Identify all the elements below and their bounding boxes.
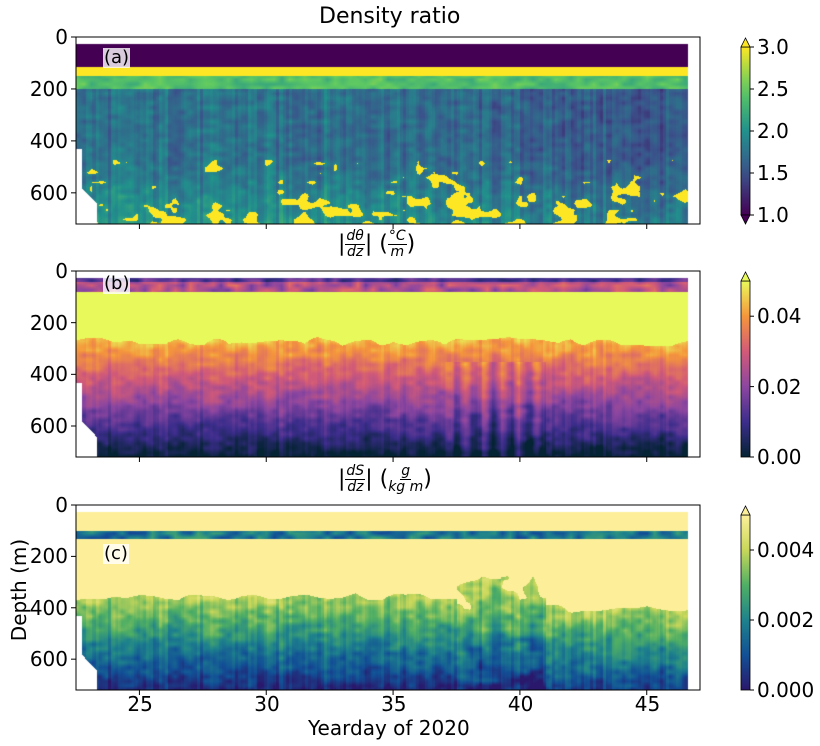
colorbar-extend-min bbox=[740, 214, 751, 225]
panel-c-title: | dS dz | (g kg m) bbox=[338, 464, 432, 495]
title-bar: | bbox=[338, 466, 346, 492]
heatmap-c bbox=[76, 505, 700, 690]
colorbar-tick-label: 2.5 bbox=[757, 77, 789, 101]
title-mid: | ( bbox=[365, 466, 389, 492]
unit-den: m bbox=[390, 244, 405, 260]
y-tick-label: 600 bbox=[29, 414, 68, 438]
y-tick-label: 400 bbox=[29, 128, 68, 153]
y-tick-label: 200 bbox=[29, 76, 68, 101]
colorbar-tick-label: 1.5 bbox=[757, 161, 789, 185]
y-tick-label: 0 bbox=[55, 25, 68, 49]
colorbar-tick-label: 0.02 bbox=[757, 374, 802, 399]
colorbar-tick-label: 1.0 bbox=[757, 203, 789, 227]
unit-den: kg m bbox=[388, 479, 424, 495]
x-tick-label: 35 bbox=[381, 692, 407, 716]
y-tick-label: 400 bbox=[29, 595, 68, 620]
unit-num: g bbox=[400, 463, 412, 480]
colorbar-extend-max bbox=[740, 505, 751, 516]
x-tick-label: 30 bbox=[254, 692, 280, 716]
panel-label-a: (a) bbox=[103, 47, 131, 68]
x-tick-label: 25 bbox=[127, 692, 153, 716]
plot-frame-b bbox=[75, 270, 701, 458]
title-num: dS bbox=[345, 463, 366, 480]
title-derivative: dS dz bbox=[345, 463, 366, 495]
title-mid: | ( bbox=[364, 231, 388, 257]
x-tick-label: 45 bbox=[634, 692, 661, 716]
title-den: dz bbox=[347, 479, 364, 495]
figure-title: Density ratio bbox=[319, 4, 461, 29]
title-suffix: ) bbox=[406, 231, 416, 257]
colorbar-c bbox=[740, 514, 751, 691]
y-tick-label: 0 bbox=[55, 259, 68, 283]
title-unit: g kg m bbox=[388, 464, 423, 495]
y-tick-label: 0 bbox=[55, 493, 68, 517]
colorbar-tick-label: 0.004 bbox=[757, 538, 815, 562]
unit-num: °C bbox=[387, 228, 407, 245]
colorbar-tick-label: 0.002 bbox=[757, 608, 815, 632]
title-suffix: ) bbox=[423, 466, 432, 492]
panel-b-title: | dθ dz | (°C m) bbox=[338, 229, 415, 260]
plot-frame-a bbox=[75, 36, 701, 225]
title-unit: °C m bbox=[387, 228, 407, 260]
y-tick-label: 600 bbox=[29, 180, 68, 205]
panel-label-b: (b) bbox=[103, 273, 131, 294]
y-tick-label: 200 bbox=[29, 544, 68, 569]
colorbar-extend-max bbox=[740, 37, 751, 48]
colorbar-b bbox=[740, 280, 751, 458]
panel-label-c: (c) bbox=[103, 543, 129, 564]
title-den: dz bbox=[347, 244, 364, 260]
y-tick-label: 600 bbox=[29, 647, 68, 672]
colorbar-extend-max bbox=[740, 271, 751, 282]
heatmap-b bbox=[76, 271, 700, 457]
title-derivative: dθ dz bbox=[345, 228, 365, 260]
colorbar-tick-label: 0.000 bbox=[757, 678, 815, 702]
colorbar-a bbox=[740, 46, 751, 216]
y-axis-label: Depth (m) bbox=[7, 538, 32, 642]
y-tick-label: 400 bbox=[29, 362, 68, 387]
heatmap-a bbox=[76, 37, 700, 224]
x-tick-label: 40 bbox=[507, 692, 534, 716]
colorbar-tick-label: 0.00 bbox=[757, 445, 802, 469]
colorbar-tick-label: 0.04 bbox=[757, 304, 802, 329]
plot-frame-c bbox=[75, 504, 701, 691]
x-axis-label: Yearday of 2020 bbox=[308, 716, 470, 740]
title-num: dθ bbox=[345, 228, 365, 245]
colorbar-tick-label: 2.0 bbox=[757, 119, 789, 143]
title-bar: | bbox=[338, 231, 346, 257]
colorbar-tick-label: 3.0 bbox=[757, 35, 789, 59]
y-tick-label: 200 bbox=[29, 310, 68, 335]
